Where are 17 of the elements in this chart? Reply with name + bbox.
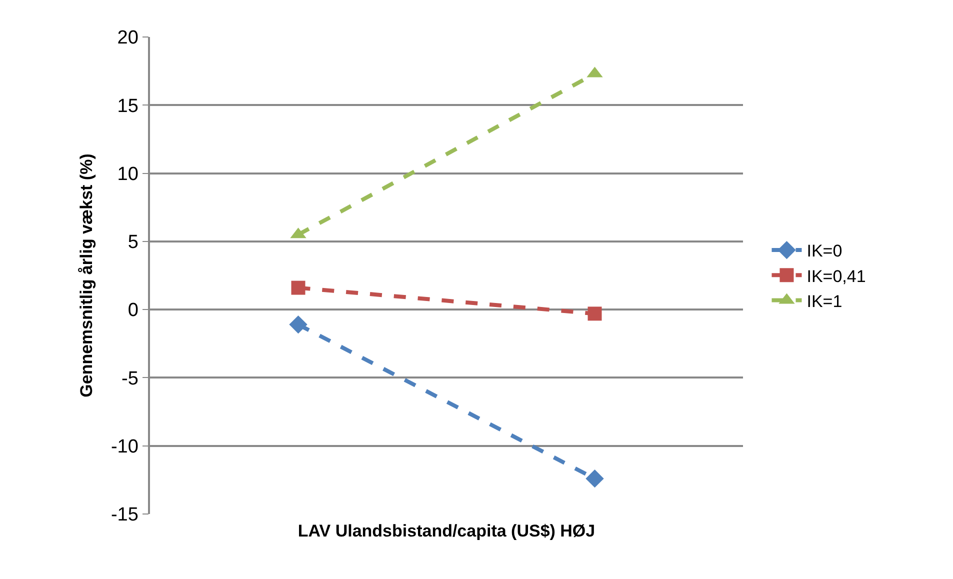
legend-label: IK=0,41 [806,266,866,286]
x-axis-title: LAV Ulandsbistand/capita (US$) HØJ [298,521,596,540]
legend-label: IK=0 [806,242,842,261]
y-tick-label: 10 [117,164,138,185]
legend-label: IK=1 [806,292,842,311]
y-tick-label: 0 [128,300,138,322]
y-axis-title: Gennemsnitlig årlig vækst (%) [77,154,96,398]
point [588,306,602,321]
y-tick-label: 20 [117,28,138,49]
y-tick-label: -15 [110,504,138,526]
y-tick-label: 15 [117,96,138,117]
point [289,315,308,334]
y-tick-label: -5 [122,368,138,390]
point [586,469,604,488]
point [291,280,306,295]
y-tick-label: 5 [128,232,138,254]
y-tick-label: -10 [110,436,138,458]
